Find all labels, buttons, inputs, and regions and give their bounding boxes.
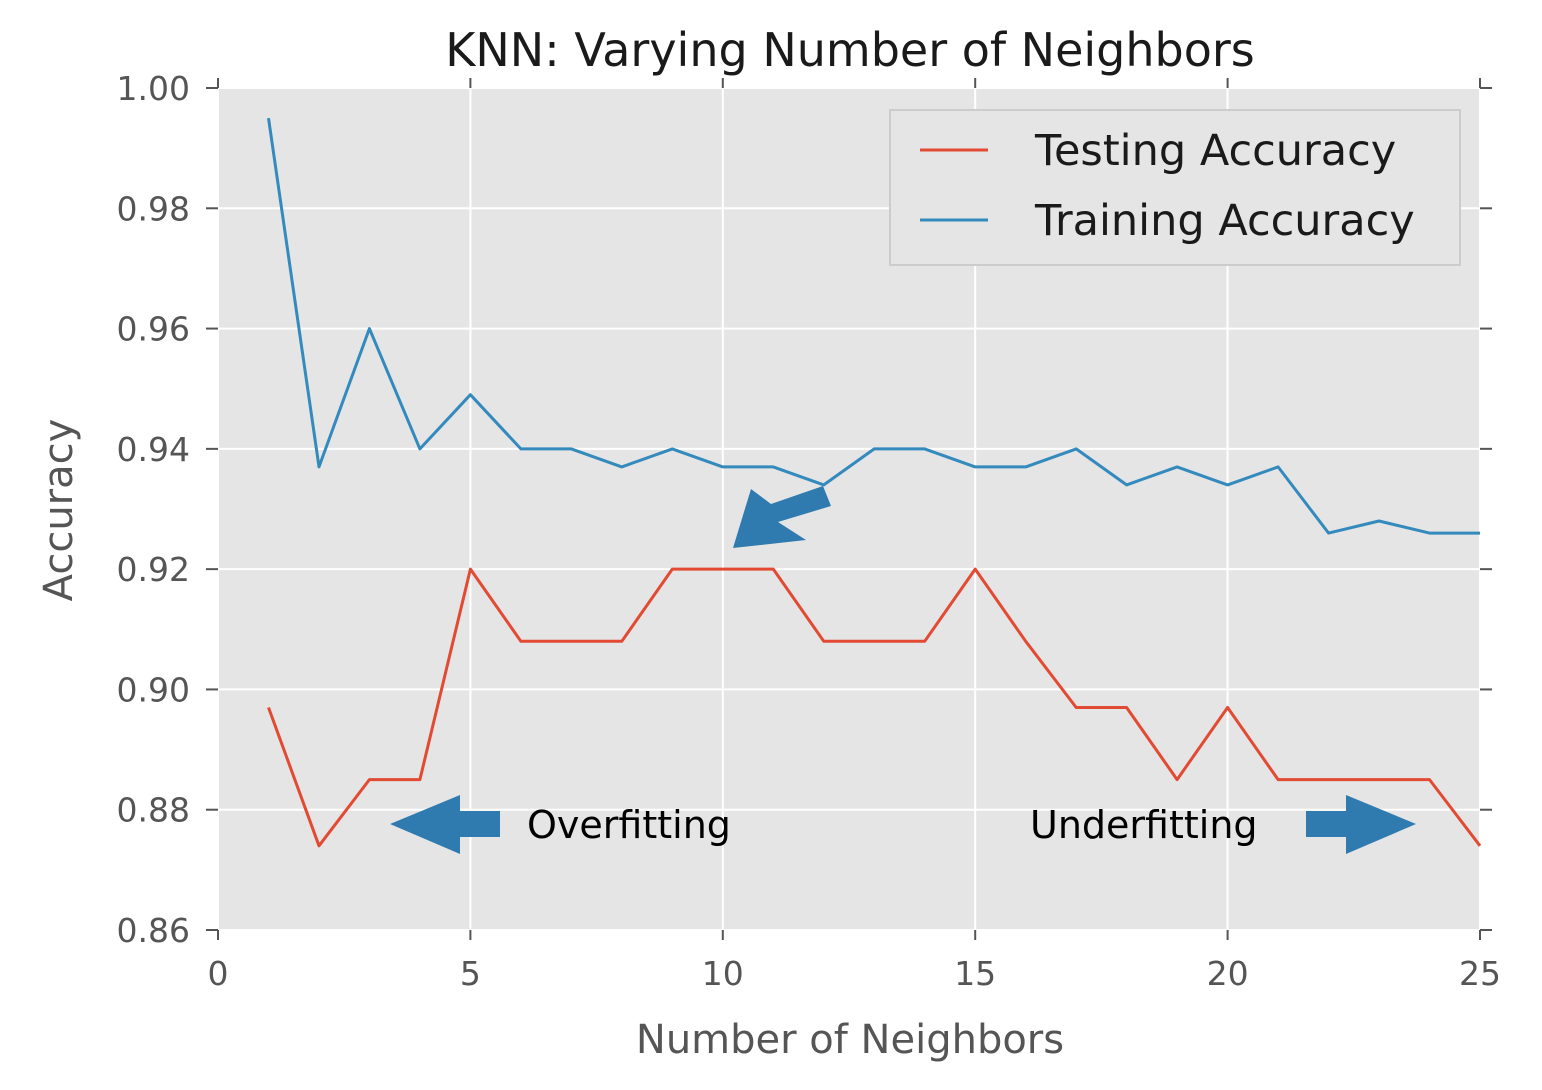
x-tick-label: 20 [1207,954,1249,993]
axis-ticks [206,78,1492,940]
x-tick-label: 10 [702,954,744,993]
y-tick-label: 0.90 [117,670,190,709]
series-lines [267,117,1482,848]
y-tick-label: 0.86 [117,911,190,950]
series-line-training-accuracy [267,117,1480,535]
series-line-testing-accuracy [267,567,1482,848]
y-tick-label: 0.96 [117,310,190,349]
annotations: Overfitting Underfitting [390,486,1416,854]
right-arrow-icon [1306,795,1416,854]
y-tick-label: 0.88 [117,791,190,830]
x-tick-label: 25 [1459,954,1501,993]
x-tick-label: 15 [954,954,996,993]
x-tick-label: 5 [460,954,481,993]
legend-box [889,109,1461,266]
diagonal-arrow-icon [733,486,831,548]
legend-label-testing: Testing Accuracy [1034,126,1396,176]
x-tick-label: 0 [208,954,229,993]
left-arrow-icon [390,795,500,854]
y-tick-label: 0.98 [117,189,190,228]
x-tick-labels: 0 5 10 15 20 25 [208,954,1502,993]
annotation-overfitting: Overfitting [527,803,731,847]
legend-label-training: Training Accuracy [1034,196,1415,246]
y-tick-label: 1.00 [117,69,190,108]
y-tick-label: 0.94 [117,430,190,469]
y-tick-label: 0.92 [117,550,190,589]
y-tick-labels: 0.86 0.88 0.90 0.92 0.94 0.96 0.98 1.00 [117,69,190,950]
chart-title: KNN: Varying Number of Neighbors [445,23,1255,77]
y-axis-label: Accuracy [36,419,82,602]
legend: Testing Accuracy Training Accuracy [889,109,1461,266]
x-axis-label: Number of Neighbors [636,1017,1064,1063]
annotation-underfitting: Underfitting [1030,803,1258,847]
